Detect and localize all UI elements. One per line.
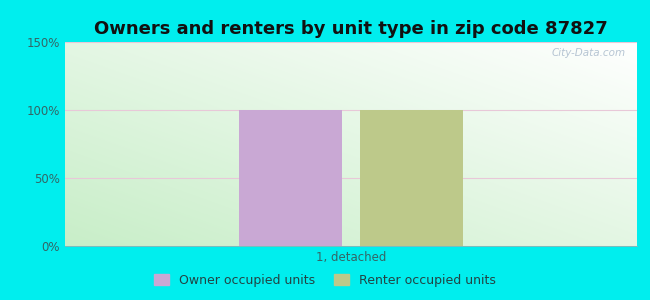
Bar: [359, 110, 463, 246]
Legend: Owner occupied units, Renter occupied units: Owner occupied units, Renter occupied un…: [150, 270, 500, 291]
Text: City-Data.com: City-Data.com: [551, 48, 625, 58]
Bar: [239, 110, 343, 246]
Title: Owners and renters by unit type in zip code 87827: Owners and renters by unit type in zip c…: [94, 20, 608, 38]
